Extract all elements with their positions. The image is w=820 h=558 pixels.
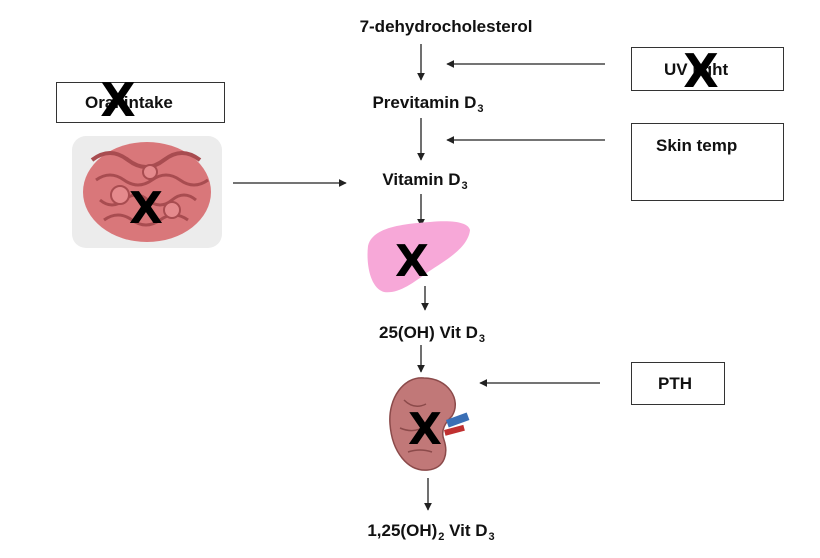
oral-intake-label: Oral intake	[85, 93, 173, 112]
uv-light-box: UV light	[631, 47, 784, 91]
liver-illustration	[367, 221, 470, 293]
label-7-dehydrocholesterol: 7-dehydrocholesterol	[359, 17, 533, 36]
x-mark-kidney: X	[408, 404, 442, 455]
label-125oh2-vit-d3: 1,25(OH)2 Vit D3	[367, 521, 495, 543]
pth-label: PTH	[658, 374, 692, 393]
x-mark-intestine: X	[129, 183, 163, 234]
oral-intake-box: Oral intake	[56, 82, 225, 123]
x-mark-uv-light: X	[683, 44, 719, 98]
x-mark-liver: X	[395, 236, 429, 287]
skin-temp-box: Skin temp	[631, 123, 784, 201]
skin-temp-label: Skin temp	[656, 136, 738, 155]
x-mark-oral-intake: X	[100, 73, 136, 127]
pth-box: PTH	[631, 362, 725, 405]
label-25oh-vit-d3: 25(OH) Vit D3	[379, 323, 485, 345]
label-vitamin-d3: Vitamin D3	[382, 170, 468, 192]
uv-light-label: UV light	[664, 60, 729, 79]
label-previtamin-d3: Previtamin D3	[372, 93, 484, 115]
intestine-illustration	[72, 136, 222, 248]
kidney-illustration	[389, 377, 470, 471]
